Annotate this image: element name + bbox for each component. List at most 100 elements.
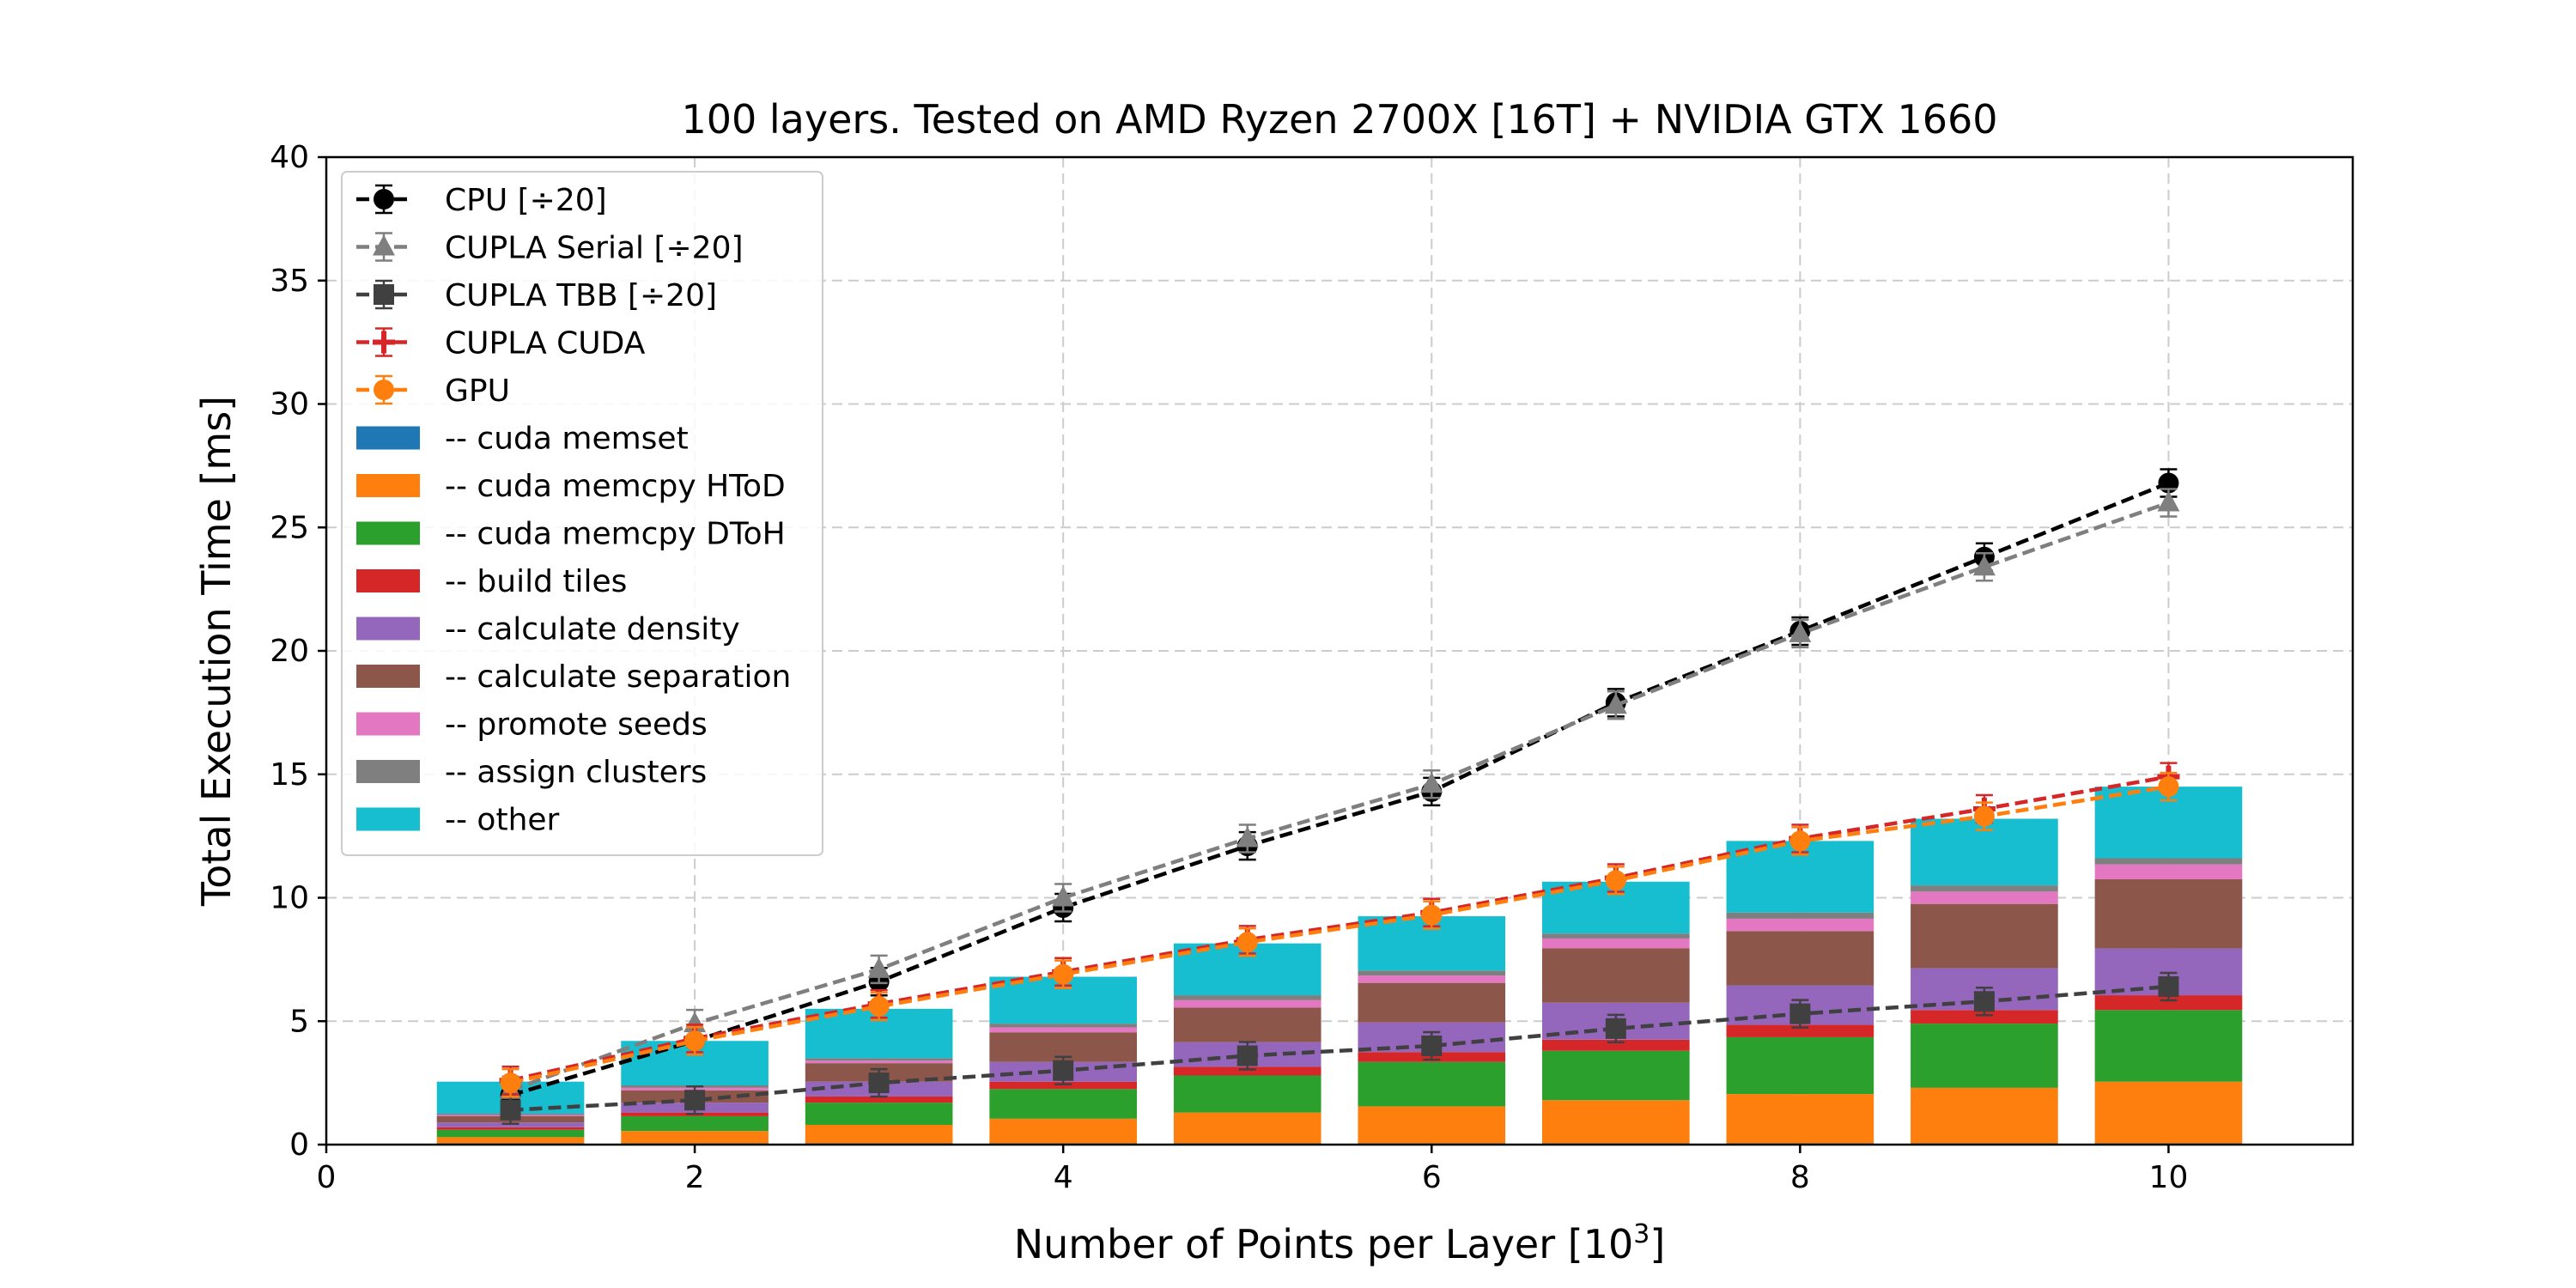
point-cupla-tbb-20 xyxy=(500,1099,521,1121)
bar-segment-assign-clusters xyxy=(1542,933,1690,939)
bar-segment-assign-clusters xyxy=(989,1024,1137,1028)
legend-marker-cpu-20 xyxy=(374,189,394,210)
y-tick-label: 30 xyxy=(270,387,309,422)
point-cupla-serial-20 xyxy=(867,957,890,978)
legend-label-assign-clusters: -- assign clusters xyxy=(445,755,707,790)
bar-segment-cuda-memcpy-dtoh xyxy=(436,1129,585,1138)
point-cupla-serial-20 xyxy=(1420,772,1443,793)
bar-segment-build-tiles xyxy=(1911,1010,2058,1024)
legend-label-cupla-cuda: CUPLA CUDA xyxy=(445,326,646,361)
line-cupla-tbb-20 xyxy=(510,984,2169,1112)
point-cupla-tbb-20 xyxy=(684,1090,706,1111)
legend-label-promote-seeds: -- promote seeds xyxy=(445,708,708,743)
bar-segment-cuda-memcpy-dtoh xyxy=(805,1103,953,1125)
bar-segment-cuda-memcpy-htod xyxy=(1173,1112,1321,1144)
bar-segment-cuda-memcpy-htod xyxy=(621,1131,769,1144)
legend-label-calculate-separation: -- calculate separation xyxy=(445,659,791,695)
point-cupla-tbb-20 xyxy=(2158,976,2179,997)
legend-label-cuda-memset: -- cuda memset xyxy=(445,422,689,457)
y-tick-label: 35 xyxy=(270,264,309,299)
y-tick-label: 5 xyxy=(289,1004,309,1039)
x-tick-label: 2 xyxy=(685,1160,705,1195)
x-tick-label: 6 xyxy=(1422,1160,1442,1195)
axis-ticks: 0 2 4 6 8 10 0 5 10 15 20 25 30 35 40 xyxy=(270,140,2188,1195)
legend-marker-gpu xyxy=(374,380,394,400)
bar-segment-cuda-memcpy-dtoh xyxy=(2094,1010,2243,1082)
bar-segment-calculate-separation xyxy=(1726,931,1874,986)
legend-swatch-assign-clusters xyxy=(356,760,420,783)
bar-segment-cuda-memcpy-dtoh xyxy=(1542,1050,1690,1101)
bar-segment-cuda-memcpy-dtoh xyxy=(1911,1024,2058,1088)
legend-swatch-promote-seeds xyxy=(356,712,420,736)
bar-segment-cuda-memcpy-htod xyxy=(989,1118,1137,1144)
legend-swatch-build-tiles xyxy=(356,569,420,592)
chart-title: 100 layers. Tested on AMD Ryzen 2700X [1… xyxy=(681,96,1997,143)
bar-segment-cuda-memcpy-htod xyxy=(805,1125,953,1144)
legend: CPU [÷20] CUPLA Serial [÷20] CUPLA TBB [÷2… xyxy=(341,171,823,856)
legend-label-cupla-tbb-20: CUPLA TBB [÷20] xyxy=(445,278,717,313)
bar-segment-promote-seeds xyxy=(989,1027,1137,1033)
bar-segment-calculate-separation xyxy=(1542,948,1690,1003)
series-lines xyxy=(499,468,2180,1125)
point-gpu xyxy=(1421,904,1443,926)
bar-segment-cuda-memcpy-htod xyxy=(1911,1087,2058,1144)
point-cupla-serial-20 xyxy=(2157,490,2180,512)
legend-swatch-cuda-memcpy-dtoh xyxy=(356,521,420,545)
point-gpu xyxy=(2158,776,2179,798)
x-tick-label: 10 xyxy=(2149,1160,2189,1195)
legend-label-calculate-density: -- calculate density xyxy=(445,612,740,647)
bar-segment-cuda-memcpy-dtoh xyxy=(1173,1075,1321,1113)
point-cupla-serial-20 xyxy=(1052,885,1075,907)
legend-label-cupla-serial-20: CUPLA Serial [÷20] xyxy=(445,231,744,266)
legend-swatch-cuda-memcpy-htod xyxy=(356,474,420,497)
x-tick-label: 4 xyxy=(1054,1160,1073,1195)
bar-segment-assign-clusters xyxy=(1726,912,1874,919)
bar-segment-build-tiles xyxy=(1173,1066,1321,1076)
point-gpu xyxy=(1236,932,1258,953)
legend-swatch-other xyxy=(356,807,420,831)
bar-segment-assign-clusters xyxy=(1358,970,1506,976)
bar-segment-promote-seeds xyxy=(1726,918,1874,932)
bar-segment-cuda-memcpy-dtoh xyxy=(1358,1061,1506,1107)
legend-label-cuda-memcpy-htod: -- cuda memcpy HToD xyxy=(445,469,786,504)
point-cupla-tbb-20 xyxy=(1421,1036,1443,1056)
point-gpu xyxy=(1789,830,1811,852)
bar-segment-assign-clusters xyxy=(2094,858,2243,865)
bar-segment-cuda-memcpy-htod xyxy=(1358,1106,1506,1144)
point-cupla-serial-20 xyxy=(1604,693,1627,714)
legend-swatch-calculate-separation xyxy=(356,665,420,688)
y-tick-label: 25 xyxy=(270,510,309,545)
bar-segment-cuda-memcpy-htod xyxy=(2094,1081,2243,1144)
bar-segment-promote-seeds xyxy=(1358,975,1506,983)
bar-segment-promote-seeds xyxy=(805,1060,953,1064)
bar-segment-cuda-memcpy-dtoh xyxy=(989,1089,1137,1119)
bar-segment-calculate-separation xyxy=(1358,982,1506,1023)
bar-segment-assign-clusters xyxy=(805,1058,953,1061)
line-cupla-cuda xyxy=(510,775,2169,1083)
bar-segment-cuda-memcpy-htod xyxy=(436,1137,585,1144)
bar-segment-build-tiles xyxy=(1542,1039,1690,1051)
point-gpu xyxy=(500,1072,521,1094)
x-tick-label: 8 xyxy=(1790,1160,1810,1195)
point-gpu xyxy=(1973,805,1995,827)
legend-label-cuda-memcpy-dtoh: -- cuda memcpy DToH xyxy=(445,517,786,552)
legend-label-other: -- other xyxy=(445,803,560,838)
point-cupla-tbb-20 xyxy=(1789,1003,1811,1024)
point-cupla-serial-20 xyxy=(1972,555,1996,576)
bar-segment-build-tiles xyxy=(1726,1024,1874,1037)
point-cupla-serial-20 xyxy=(1236,826,1259,848)
y-tick-label: 20 xyxy=(270,634,309,669)
y-tick-label: 0 xyxy=(289,1127,309,1163)
point-cupla-tbb-20 xyxy=(868,1072,890,1094)
point-cupla-tbb-20 xyxy=(1605,1018,1626,1039)
bar-segment-promote-seeds xyxy=(2094,864,2243,879)
point-cupla-tbb-20 xyxy=(1236,1045,1258,1066)
point-cupla-tbb-20 xyxy=(1973,991,1995,1012)
legend-swatch-calculate-density xyxy=(356,617,420,641)
bar-segment-cuda-memcpy-htod xyxy=(1542,1100,1690,1144)
bar-segment-cuda-memcpy-dtoh xyxy=(1726,1036,1874,1095)
y-tick-label: 40 xyxy=(270,140,309,175)
bar-segment-calculate-separation xyxy=(2094,878,2243,949)
legend-swatch-cuda-memset xyxy=(356,426,420,450)
